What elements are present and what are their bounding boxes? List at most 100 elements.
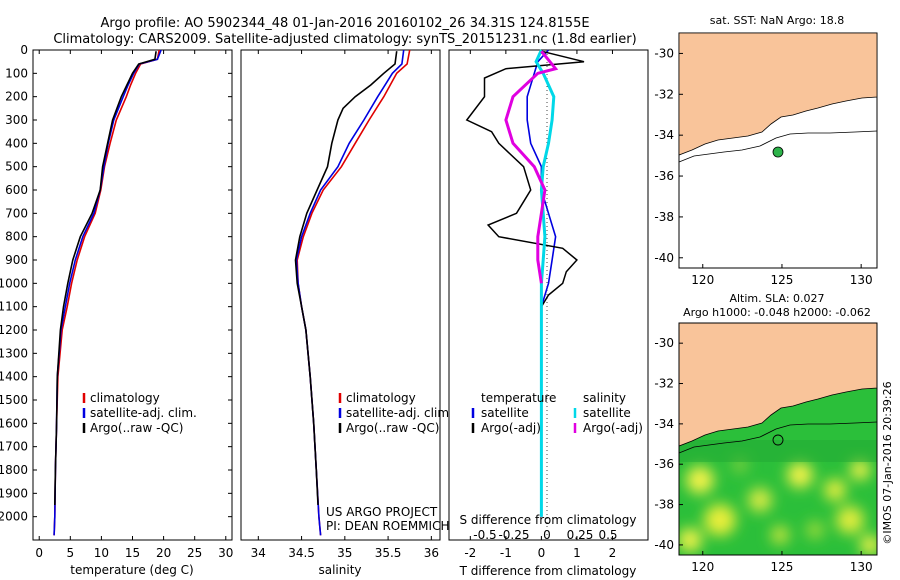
series-line-argo-raw-qc- — [54, 51, 157, 506]
salinity-diff-tick-labels: -0.5 -0.25 0 0.25 0.5 — [473, 528, 617, 542]
x-tick-label: 15 — [125, 546, 140, 560]
depth-tick-label: 500 — [5, 160, 28, 174]
pi-annotation: PI: DEAN ROEMMICH — [326, 519, 449, 533]
depth-tick-label: 1200 — [0, 323, 28, 337]
depth-tick-label: 200 — [5, 90, 28, 104]
depth-tick-label: 800 — [5, 230, 28, 244]
x-tick-label: 20 — [156, 546, 171, 560]
copyright-label: ©IMOS 07-Jan-2016 20:39:26 — [881, 381, 894, 544]
x-tick-label: 1 — [573, 546, 581, 560]
s-diff-tick-label: 0 — [543, 528, 551, 542]
project-annotation: US ARGO PROJECT — [326, 505, 438, 519]
x-tick-label: -1 — [500, 546, 512, 560]
legend-label: satellite — [583, 406, 631, 420]
sla-map-frame — [678, 322, 878, 556]
map-lat-label: -32 — [654, 87, 674, 101]
legend-label: satellite-adj. clim. — [346, 406, 453, 420]
legend-heading: temperature — [481, 391, 556, 405]
salinity-panel: 34 34.5 35 35.5 36 salinity climatologysatel… — [240, 49, 453, 577]
x-tick-label: 35.5 — [375, 546, 402, 560]
temperature-series — [53, 49, 162, 536]
temperature-panel: 0100200300400500600700800900100011001200… — [0, 43, 648, 577]
map-lat-label: -40 — [654, 538, 674, 552]
map-lat-label: -30 — [654, 46, 674, 60]
sst-land-mass — [678, 32, 878, 156]
depth-tick-label: 1500 — [0, 393, 28, 407]
sla-float-marker — [772, 434, 784, 446]
sst-map-panel: sat. SST: NaN Argo: 18.8 120 125 130 -30 -32… — [654, 14, 878, 287]
salinity-xlabel: salinity — [318, 563, 361, 577]
difference-series — [465, 49, 585, 517]
difference-top-label: S difference from climatology — [460, 513, 637, 527]
map-lon-label: 125 — [771, 560, 794, 574]
temperature-frame — [32, 49, 233, 541]
s-diff-tick-label: 0.25 — [567, 528, 594, 542]
salinity-series — [294, 49, 411, 536]
sla-map-panel: Altim. SLA: 0.027 Argo h1000: -0.048 h20… — [654, 292, 878, 574]
sla-land-mass — [678, 322, 878, 447]
sla-map-subtitle: Argo h1000: -0.048 h2000: -0.062 — [683, 306, 871, 319]
depth-tick-label: 1300 — [0, 346, 28, 360]
s-diff-tick-label: -0.25 — [498, 528, 529, 542]
depth-tick-label: 1800 — [0, 463, 28, 477]
x-tick-label: 34.5 — [288, 546, 315, 560]
sla-shelf-contour — [678, 421, 878, 454]
depth-tick-label: 900 — [5, 253, 28, 267]
map-lon-label: 120 — [691, 273, 714, 287]
x-tick-label: 34 — [251, 546, 266, 560]
difference-panel: -2 -1 0 1 2 T difference from climatology S … — [448, 49, 649, 578]
map-lat-label: -40 — [654, 251, 674, 265]
depth-tick-label: 1400 — [0, 370, 28, 384]
depth-tick-label: 0 — [20, 43, 28, 57]
series-line-t-argo-adj- — [465, 50, 585, 330]
legend-label: Argo(-adj) — [481, 421, 541, 435]
header-line-1: Argo profile: AO 5902344_48 01-Jan-2016 … — [100, 16, 589, 31]
depth-tick-label: 1700 — [0, 440, 28, 454]
salinity-frame — [240, 49, 441, 541]
depth-tick-label: 1100 — [0, 300, 28, 314]
x-tick-label: 0 — [538, 546, 546, 560]
legend-label: climatology — [90, 391, 160, 405]
x-tick-label: 36 — [424, 546, 439, 560]
map-lat-label: -38 — [654, 498, 674, 512]
series-line-argo-raw-qc- — [294, 51, 398, 506]
depth-tick-label: 300 — [5, 113, 28, 127]
depth-tick-label: 600 — [5, 183, 28, 197]
depth-tick-label: 1000 — [0, 276, 28, 290]
x-tick-label: 5 — [66, 546, 74, 560]
temperature-xlabel: temperature (deg C) — [70, 563, 193, 577]
sst-float-marker — [772, 146, 784, 158]
depth-tick-label: 1900 — [0, 486, 28, 500]
sst-shelf-contour — [678, 130, 878, 163]
map-lon-label: 130 — [850, 560, 873, 574]
temperature-tick-labels: 0 5 10 15 20 25 30 — [35, 50, 233, 560]
difference-legend: temperature salinitysatelliteArgo(-adj)sa… — [471, 391, 643, 435]
map-lon-label: 120 — [691, 560, 714, 574]
series-line-s-argo-adj- — [504, 50, 559, 284]
sst-map-title: sat. SST: NaN Argo: 18.8 — [710, 14, 844, 27]
sla-map-axes: 120 125 130 -30 -32 -34 -36 -38 -40 — [654, 336, 872, 574]
map-lat-label: -38 — [654, 210, 674, 224]
map-lat-label: -32 — [654, 377, 674, 391]
x-tick-label: -2 — [464, 546, 476, 560]
x-tick-label: 35 — [337, 546, 352, 560]
legend-heading: salinity — [583, 391, 626, 405]
map-lat-label: -36 — [654, 169, 674, 183]
map-lat-label: -34 — [654, 128, 674, 142]
legend-label: Argo(..raw -QC) — [90, 421, 183, 435]
s-diff-tick-label: -0.5 — [473, 528, 496, 542]
depth-tick-label: 2000 — [0, 510, 28, 524]
depth-tick-label: 1600 — [0, 416, 28, 430]
map-lat-label: -30 — [654, 336, 674, 350]
legend-label: satellite — [481, 406, 529, 420]
legend-label: Argo(..raw -QC) — [346, 421, 439, 435]
s-diff-tick-label: 0.5 — [598, 528, 617, 542]
legend-label: satellite-adj. clim. — [90, 406, 197, 420]
sla-map-title: Altim. SLA: 0.027 — [729, 292, 824, 305]
map-lon-label: 130 — [850, 273, 873, 287]
header-line-2: Climatology: CARS2009. Satellite-adjuste… — [53, 32, 636, 47]
legend-label: Argo(-adj) — [583, 421, 643, 435]
salinity-tick-labels: 34 34.5 35 35.5 36 — [251, 50, 439, 560]
